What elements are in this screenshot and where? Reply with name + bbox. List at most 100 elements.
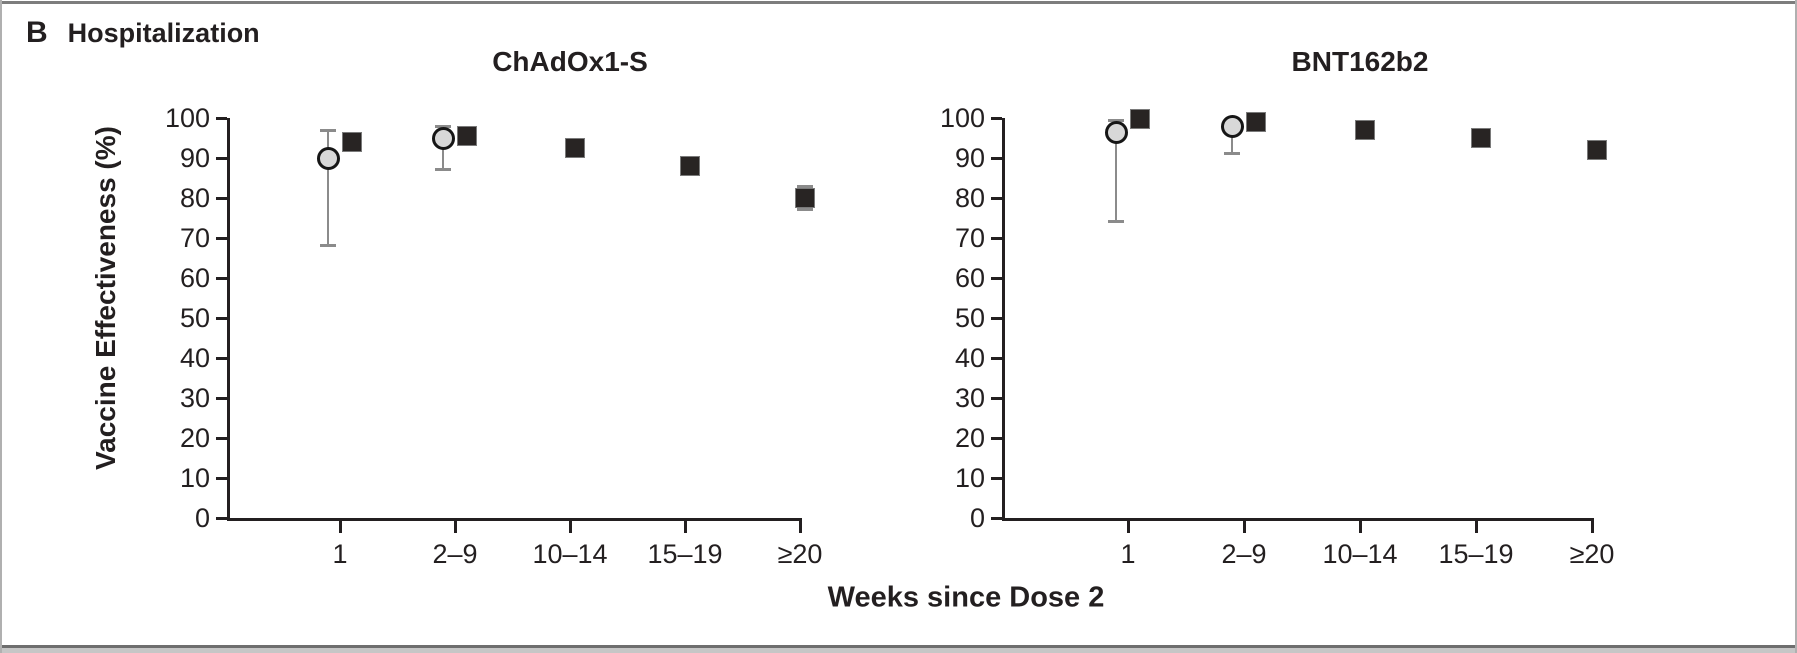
x-tick-mark (1359, 521, 1362, 533)
frame-right-border (1795, 0, 1797, 653)
x-tick-mark (454, 521, 457, 533)
y-tick-mark (216, 517, 227, 520)
y-tick-mark (216, 117, 227, 120)
y-tick-label: 0 (194, 503, 210, 533)
data-point-square (1471, 128, 1491, 148)
x-tick-mark (1243, 521, 1246, 533)
y-axis-label: Vaccine Effectiveness (%) (90, 126, 121, 470)
error-bar-cap-top (320, 129, 336, 132)
x-tick-mark (1127, 521, 1130, 533)
y-tick-mark (991, 157, 1002, 160)
y-tick-mark (991, 237, 1002, 240)
data-point-square (1355, 120, 1375, 140)
x-axis-line (1002, 518, 1594, 521)
x-tick-mark (339, 521, 342, 533)
y-tick-mark (216, 197, 227, 200)
y-axis-line (227, 118, 230, 521)
x-tick-mark (1475, 521, 1478, 533)
x-tick-label: 1 (332, 539, 348, 569)
x-tick-mark (569, 521, 572, 533)
x-tick-mark (684, 521, 687, 533)
x-tick-label: ≥20 (777, 539, 823, 569)
data-point-circle (432, 127, 455, 150)
y-tick-label: 90 (954, 143, 985, 173)
y-tick-label: 60 (179, 263, 210, 293)
x-tick-label: 2–9 (432, 539, 478, 569)
y-tick-label: 80 (954, 183, 985, 213)
x-tick-label: 15–19 (1438, 539, 1514, 569)
y-tick-mark (991, 437, 1002, 440)
error-bar-cap-top (797, 185, 813, 188)
error-bar-cap-bottom (797, 208, 813, 211)
error-bar-cap-top (435, 125, 451, 128)
y-tick-label: 20 (179, 423, 210, 453)
y-tick-mark (216, 317, 227, 320)
x-axis-label: Weeks since Dose 2 (827, 581, 1105, 614)
chart-title: BNT162b2 (1291, 46, 1429, 77)
y-tick-mark (216, 277, 227, 280)
y-tick-label: 70 (179, 223, 210, 253)
frame-top-border (0, 0, 1797, 6)
y-tick-label: 100 (939, 103, 985, 133)
y-tick-label: 100 (164, 103, 210, 133)
x-tick-label: ≥20 (1569, 539, 1615, 569)
y-tick-label: 90 (179, 143, 210, 173)
y-tick-label: 30 (954, 383, 985, 413)
y-tick-label: 40 (179, 343, 210, 373)
data-point-circle (1221, 115, 1244, 138)
error-bar-cap-bottom (320, 244, 336, 247)
data-point-circle (1105, 121, 1128, 144)
error-bar-cap-bottom (435, 168, 451, 171)
x-tick-mark (799, 521, 802, 533)
y-tick-mark (216, 357, 227, 360)
data-point-square (457, 126, 477, 146)
x-tick-label: 15–19 (647, 539, 723, 569)
x-tick-label: 1 (1120, 539, 1136, 569)
y-tick-label: 10 (954, 463, 985, 493)
y-tick-label: 70 (954, 223, 985, 253)
y-tick-mark (991, 477, 1002, 480)
panel-header: B Hospitalization (26, 16, 260, 50)
panel-title: Hospitalization (67, 18, 260, 48)
x-tick-mark (1591, 521, 1594, 533)
y-tick-mark (991, 357, 1002, 360)
x-tick-label: 10–14 (1322, 539, 1398, 569)
data-point-square (795, 188, 815, 208)
x-axis-line (227, 518, 802, 521)
y-tick-label: 50 (954, 303, 985, 333)
y-tick-mark (991, 517, 1002, 520)
y-tick-label: 0 (969, 503, 985, 533)
error-bar-line (327, 130, 329, 246)
data-point-square (1130, 109, 1150, 130)
y-tick-label: 20 (954, 423, 985, 453)
y-tick-mark (216, 397, 227, 400)
error-bar-cap-bottom (1108, 220, 1124, 223)
y-tick-label: 50 (179, 303, 210, 333)
y-tick-mark (991, 397, 1002, 400)
y-axis-line (1002, 118, 1005, 521)
frame-left-border (0, 0, 2, 653)
y-tick-mark (991, 117, 1002, 120)
y-tick-mark (991, 197, 1002, 200)
y-tick-mark (991, 277, 1002, 280)
y-tick-label: 30 (179, 383, 210, 413)
data-point-square (565, 138, 585, 158)
panel-letter: B (26, 16, 48, 49)
x-tick-label: 10–14 (532, 539, 608, 569)
data-point-square (680, 156, 700, 176)
data-point-square (1587, 140, 1607, 160)
y-tick-mark (216, 437, 227, 440)
frame-bottom-border (0, 645, 1797, 653)
x-tick-label: 2–9 (1221, 539, 1267, 569)
data-point-square (342, 132, 362, 152)
y-tick-mark (216, 477, 227, 480)
error-bar-cap-bottom (1224, 152, 1240, 155)
y-tick-mark (991, 317, 1002, 320)
chart-title: ChAdOx1-S (492, 46, 648, 77)
y-tick-label: 10 (179, 463, 210, 493)
error-bar-line (1115, 120, 1117, 222)
y-tick-label: 60 (954, 263, 985, 293)
y-tick-label: 40 (954, 343, 985, 373)
y-tick-label: 80 (179, 183, 210, 213)
